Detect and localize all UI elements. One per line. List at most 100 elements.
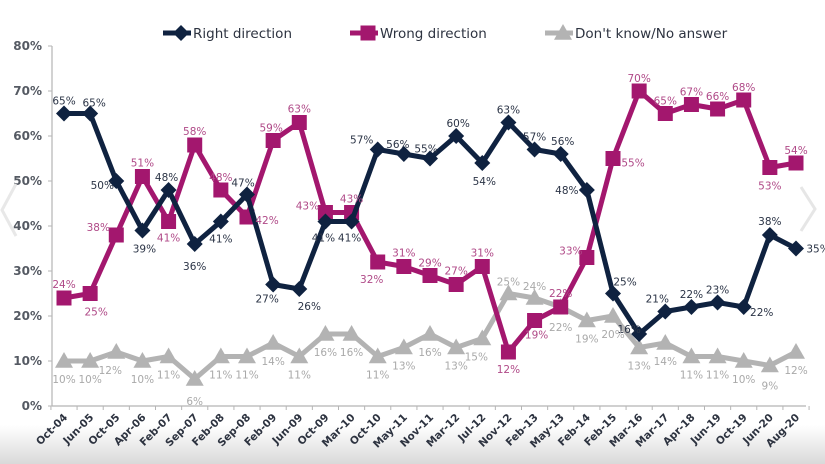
data-label: 11% (235, 370, 258, 382)
data-point-square (360, 25, 376, 41)
data-point-triangle (185, 370, 204, 386)
data-point-triangle (630, 338, 649, 355)
data-label: 50% (91, 180, 114, 192)
data-point-square (710, 101, 726, 117)
data-point-square (187, 137, 203, 153)
data-point-diamond (605, 285, 621, 302)
data-label: 21% (646, 294, 669, 306)
data-label: 16% (617, 324, 640, 336)
data-point-square (683, 97, 699, 112)
data-point-square (108, 227, 124, 243)
data-point-triangle (604, 307, 622, 323)
chevron-left-icon[interactable] (0, 180, 24, 240)
data-label: 57% (523, 132, 546, 144)
y-tick-label: 10% (13, 354, 42, 368)
y-tick-label: 80% (13, 39, 42, 53)
data-point-diamond (134, 222, 151, 239)
data-point-square (265, 133, 281, 148)
data-point-triangle (447, 338, 466, 355)
data-point-square (527, 313, 543, 328)
data-point-triangle (499, 284, 518, 301)
data-label: 56% (551, 136, 574, 148)
data-label: 58% (183, 126, 206, 138)
data-point-square (317, 205, 333, 220)
data-label: 11% (706, 370, 729, 382)
data-point-triangle (554, 24, 572, 40)
data-point-square (500, 344, 516, 360)
data-label: 25% (613, 277, 636, 289)
data-point-square (161, 214, 177, 229)
data-point-diamond (526, 141, 543, 158)
data-label: 47% (231, 178, 254, 190)
series-right-direction (56, 105, 804, 342)
data-label: 66% (706, 91, 729, 103)
data-label: 12% (784, 365, 807, 377)
y-tick-label: 60% (13, 129, 42, 143)
data-point-triangle (159, 347, 178, 364)
data-label: 20% (601, 329, 624, 341)
data-label: 16% (418, 347, 441, 359)
data-label: 39% (133, 244, 156, 256)
data-point-triangle (211, 347, 230, 364)
data-label: 27% (255, 294, 278, 306)
data-label: 48% (155, 172, 178, 184)
data-point-diamond (735, 299, 752, 315)
data-point-diamond (788, 240, 804, 257)
data-point-triangle (787, 343, 805, 359)
data-label: 41% (209, 234, 232, 246)
data-label: 68% (732, 82, 755, 94)
data-label: 25% (497, 277, 520, 289)
data-label: 63% (288, 104, 311, 116)
data-point-triangle (708, 347, 727, 364)
data-label: 16% (340, 347, 363, 359)
data-label: 23% (706, 285, 729, 297)
legend-item: Right direction (163, 25, 292, 42)
data-point-square (762, 160, 778, 175)
data-label: 14% (261, 356, 284, 368)
data-point-triangle (394, 338, 413, 355)
data-point-square (82, 286, 98, 301)
data-point-diamond (683, 299, 700, 315)
data-label: 14% (654, 356, 677, 368)
data-point-triangle (316, 325, 335, 341)
data-label: 11% (157, 370, 180, 382)
y-tick-label: 50% (13, 174, 42, 188)
data-point-diamond (474, 155, 491, 171)
data-label: 54% (473, 176, 496, 188)
data-label: 65% (82, 98, 105, 110)
data-point-diamond (265, 276, 282, 293)
data-point-triangle (342, 325, 361, 341)
data-label: 10% (131, 374, 154, 386)
chevron-right-icon[interactable] (797, 183, 821, 235)
y-tick-label: 70% (13, 84, 42, 98)
data-label: 65% (52, 96, 75, 108)
data-point-diamond (56, 105, 72, 122)
data-label: 12% (497, 364, 520, 376)
data-point-triangle (81, 352, 100, 368)
data-point-diamond (500, 114, 517, 131)
data-label: 38% (758, 216, 781, 228)
data-point-square (474, 259, 490, 274)
data-point-triangle (290, 347, 309, 364)
data-point-diamond (173, 25, 189, 41)
data-label: 11% (288, 370, 311, 382)
data-label: 22% (549, 322, 572, 334)
data-point-square (213, 182, 229, 198)
data-label: 42% (255, 215, 278, 227)
series-don-t-know-no-answer (55, 284, 805, 386)
data-label: 48% (555, 185, 578, 197)
data-label: 31% (471, 248, 494, 260)
data-point-square (605, 151, 621, 166)
data-label: 70% (627, 73, 650, 85)
data-label: 11% (680, 370, 703, 382)
data-point-square (370, 254, 386, 270)
data-label: 26% (298, 301, 321, 313)
data-label: 15% (465, 352, 488, 364)
data-label: 29% (418, 258, 441, 270)
data-point-square (134, 169, 150, 184)
data-label: 24% (523, 281, 546, 293)
data-label: 6% (186, 396, 203, 408)
data-label: 10% (52, 374, 75, 386)
data-point-square (448, 277, 464, 292)
